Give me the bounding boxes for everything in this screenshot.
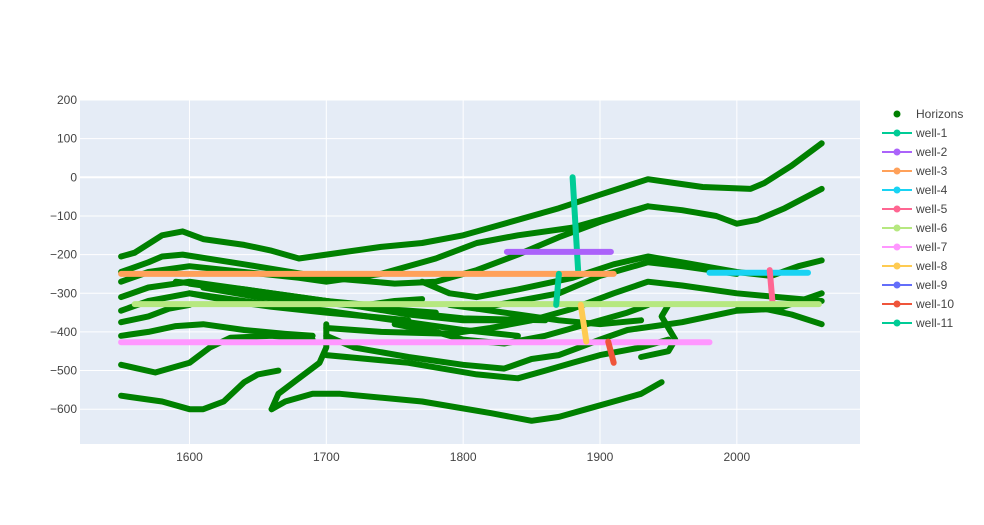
x-axis-ticks: 1600 1700 1800 1900 2000 bbox=[176, 450, 750, 464]
horizon-line bbox=[268, 379, 665, 424]
legend-label-well-11: well-11 bbox=[915, 316, 953, 330]
legend-marker-well-4 bbox=[893, 186, 901, 194]
legend-label-well-8: well-8 bbox=[915, 259, 948, 273]
legend-marker-well-7 bbox=[893, 243, 901, 251]
legend-label-well-10: well-10 bbox=[915, 297, 954, 311]
legend-marker-well-5 bbox=[893, 205, 901, 213]
legend: Horizons well-1 well-2 well-3 well-4 well-5 we… bbox=[882, 107, 963, 330]
legend-marker-well-8 bbox=[893, 262, 901, 270]
x-tick-label: 1700 bbox=[313, 450, 340, 464]
y-tick-label: 200 bbox=[57, 93, 77, 107]
legend-marker-well-3 bbox=[893, 167, 901, 175]
well-11-line bbox=[553, 270, 562, 308]
legend-label-well-6: well-6 bbox=[915, 221, 948, 235]
horizon-line bbox=[323, 290, 825, 372]
horizon-line bbox=[638, 301, 679, 360]
horizon-line bbox=[323, 278, 825, 337]
horizon-line bbox=[118, 332, 316, 376]
x-tick-label: 2000 bbox=[723, 450, 750, 464]
legend-marker-well-10 bbox=[893, 300, 901, 308]
horizon-line bbox=[323, 336, 672, 382]
y-tick-label: −100 bbox=[50, 209, 77, 223]
legend-label-well-5: well-5 bbox=[915, 202, 948, 216]
well-8-line bbox=[577, 301, 590, 345]
legend-label-well-4: well-4 bbox=[915, 183, 948, 197]
legend-label-well-7: well-7 bbox=[915, 240, 948, 254]
legend-label-well-2: well-2 bbox=[915, 145, 948, 159]
horizon-line bbox=[118, 140, 825, 262]
horizon-line bbox=[118, 367, 282, 413]
legend-marker-horizons bbox=[893, 110, 901, 118]
legend-marker-well-9 bbox=[893, 281, 901, 289]
legend-label-well-1: well-1 bbox=[915, 126, 948, 140]
legend-label-horizons: Horizons bbox=[916, 107, 963, 121]
y-tick-label: −500 bbox=[50, 364, 77, 378]
wells-series bbox=[118, 174, 822, 366]
y-tick-label: −400 bbox=[50, 325, 77, 339]
legend-marker-well-2 bbox=[893, 148, 901, 156]
y-tick-label: −600 bbox=[50, 402, 77, 416]
legend-marker-well-1 bbox=[893, 129, 901, 137]
legend-label-well-3: well-3 bbox=[915, 164, 948, 178]
well-5-line bbox=[766, 267, 776, 304]
x-tick-label: 1600 bbox=[176, 450, 203, 464]
y-tick-label: −300 bbox=[50, 286, 77, 300]
horizon-line bbox=[118, 321, 316, 339]
y-tick-label: 0 bbox=[70, 170, 77, 184]
legend-marker-well-11 bbox=[893, 319, 901, 327]
x-tick-label: 1800 bbox=[450, 450, 477, 464]
y-axis-ticks: 200 100 0 −100 −200 −300 −400 −500 −600 bbox=[50, 93, 77, 416]
x-tick-label: 1900 bbox=[587, 450, 614, 464]
y-tick-label: −200 bbox=[50, 248, 77, 262]
legend-label-well-9: well-9 bbox=[915, 278, 948, 292]
y-tick-label: 100 bbox=[57, 132, 77, 146]
horizon-line bbox=[473, 305, 645, 328]
well-10-line bbox=[605, 338, 617, 366]
legend-marker-well-6 bbox=[893, 224, 901, 232]
